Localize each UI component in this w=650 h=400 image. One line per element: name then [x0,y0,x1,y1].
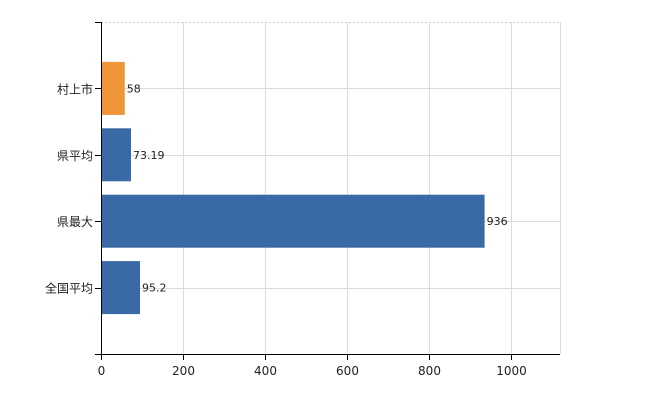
data-label: 936 [487,215,508,228]
data-label: 95.2 [142,282,167,295]
data-label: 73.19 [133,149,165,162]
y-tick-label: 全国平均 [45,281,93,296]
x-tick-label: 200 [172,364,195,378]
y-tick-label: 県平均 [57,149,93,163]
bar [101,194,485,248]
bar [101,261,141,315]
x-tick-label: 0 [98,364,106,378]
bar [101,61,125,115]
grid-lines [101,22,561,354]
bar [101,128,131,182]
y-tick-label: 村上市 [57,81,93,96]
x-tick-label: 400 [254,364,277,378]
data-label: 58 [127,82,141,95]
y-tick-label: 県最大 [57,215,93,229]
x-tick-label: 600 [336,364,359,378]
bars [101,61,485,315]
labels: 58 村上市 73.19 県平均 936 県最大 95.2 全国平均 0 200 400 600 800… [45,81,527,378]
axes [95,22,560,360]
x-tick-label: 800 [418,364,441,378]
x-tick-label: 1000 [496,364,527,378]
